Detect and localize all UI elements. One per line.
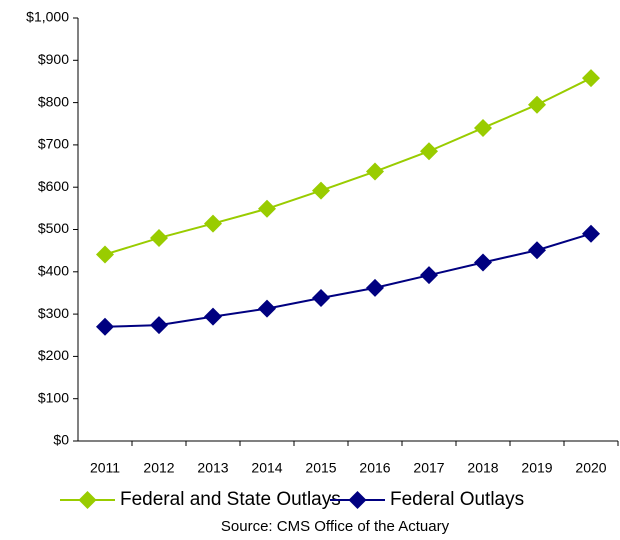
x-tick-label: 2016: [359, 460, 390, 476]
legend-marker: [78, 491, 97, 509]
data-point: [582, 69, 600, 88]
data-point: [582, 224, 600, 243]
y-tick-label: $900: [38, 51, 69, 67]
data-point: [528, 95, 546, 114]
y-tick-label: $200: [38, 347, 69, 363]
y-tick-label: $0: [53, 432, 69, 448]
x-tick-label: 2015: [305, 460, 336, 476]
y-tick-label: $1,000: [26, 9, 69, 25]
data-point: [204, 214, 222, 233]
x-tick-label: 2019: [521, 460, 552, 476]
data-point: [420, 142, 438, 161]
data-point: [258, 299, 276, 318]
data-point: [258, 199, 276, 218]
y-tick-label: $100: [38, 389, 69, 405]
data-point: [312, 289, 330, 308]
series-line: [104, 232, 592, 328]
x-tick-label: 2020: [575, 460, 606, 476]
y-tick-label: $400: [38, 263, 69, 279]
x-tick-label: 2012: [143, 460, 174, 476]
y-tick-label: $500: [38, 220, 69, 236]
source-note: Source: CMS Office of the Actuary: [221, 518, 450, 535]
data-point: [96, 317, 114, 336]
legend-marker: [348, 491, 367, 509]
legend-label: Federal Outlays: [390, 489, 524, 510]
y-tick-label: $300: [38, 305, 69, 321]
data-point: [366, 278, 384, 297]
x-tick-label: 2011: [90, 460, 120, 476]
data-point: [474, 118, 492, 137]
y-tick-label: $600: [38, 178, 69, 194]
data-point: [204, 307, 222, 326]
y-tick-label: $800: [38, 93, 69, 109]
series-line: [104, 77, 592, 256]
x-tick-label: 2017: [413, 460, 444, 476]
data-point: [528, 241, 546, 260]
data-point: [420, 266, 438, 285]
data-point: [312, 181, 330, 200]
data-point: [96, 245, 114, 264]
x-tick-label: 2018: [467, 460, 498, 476]
data-point: [150, 316, 168, 335]
data-point: [150, 228, 168, 247]
data-point: [366, 162, 384, 181]
y-tick-label: $700: [38, 136, 69, 152]
x-tick-label: 2013: [197, 460, 228, 476]
data-point: [474, 253, 492, 272]
x-tick-label: 2014: [251, 460, 282, 476]
legend-label: Federal and State Outlays: [120, 489, 341, 510]
